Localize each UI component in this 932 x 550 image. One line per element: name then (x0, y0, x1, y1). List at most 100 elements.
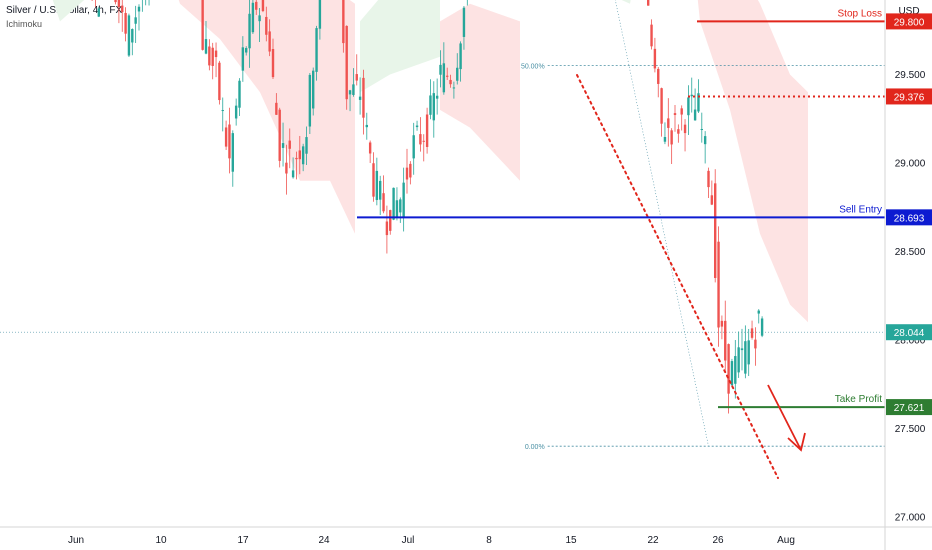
candle-body (278, 109, 281, 161)
candle-body (208, 46, 211, 66)
candle-body (462, 7, 466, 37)
candle-body (121, 5, 124, 13)
candle-body (415, 125, 419, 128)
candle-body (372, 163, 375, 197)
candle-body (218, 62, 221, 101)
candle-body (670, 130, 673, 145)
candle-body (714, 183, 717, 278)
time-tick-label: Aug (777, 535, 795, 546)
candle-body (429, 95, 432, 115)
candle-body (389, 210, 392, 231)
ichimoku-cloud-bear-2 (440, 3, 520, 181)
candle-body (258, 15, 261, 22)
candle-body (747, 340, 750, 365)
candle-body (348, 90, 352, 95)
candle-body (265, 16, 268, 35)
price-tag-label: 29.376 (894, 92, 925, 103)
candle-body (724, 320, 727, 361)
candle-body (422, 140, 425, 142)
candle-body (707, 170, 710, 188)
candle-body (305, 137, 308, 154)
time-tick-label: 17 (237, 535, 249, 546)
candle-body (261, 0, 265, 12)
candle-body (379, 180, 382, 200)
price-tag-box (886, 88, 932, 105)
price-tag-box (886, 324, 932, 341)
candle-body (288, 140, 291, 149)
candle-body (693, 109, 697, 121)
time-tick-label: 15 (565, 535, 577, 546)
candle-body (750, 328, 754, 338)
candle-body (124, 12, 127, 34)
projection-arrow-head (787, 432, 806, 452)
candle-body (730, 361, 734, 386)
candle-body (342, 0, 345, 44)
ichimoku-cloud-bull (52, 0, 85, 22)
candle-body (737, 347, 740, 373)
candle-body (355, 74, 358, 81)
projection-arrow-shaft (767, 384, 802, 451)
candle-body (680, 108, 683, 115)
ichimoku-cloud-bull-2 (360, 0, 440, 93)
time-tick-label: 10 (155, 535, 167, 546)
candle-body (228, 124, 231, 159)
candle-body (425, 114, 429, 147)
candle-body (760, 318, 764, 336)
candle-body (134, 17, 137, 24)
candle-body (97, 8, 100, 17)
candle-body (137, 6, 141, 12)
candle-body (255, 1, 258, 10)
take-profit-label: Take Profit (835, 394, 882, 405)
candle-body (399, 199, 402, 213)
candle-body (248, 13, 251, 49)
price-tag-box (886, 399, 932, 416)
candle-body (710, 195, 714, 205)
candle-body (459, 43, 462, 70)
candle-body (204, 39, 208, 54)
candle-body (452, 87, 456, 89)
sell-entry-label: Sell Entry (839, 204, 882, 215)
candle-body (683, 124, 687, 134)
price-tag-label: 28.044 (894, 328, 925, 339)
candle-body (754, 339, 757, 349)
candle-body (653, 48, 657, 69)
price-tag-label: 27.621 (894, 403, 925, 414)
candle-body (318, 0, 322, 29)
candle-body (375, 170, 379, 201)
ichimoku-cloud-bear-3 (697, 0, 808, 323)
candle-body (435, 95, 439, 99)
candle-body (687, 97, 690, 116)
candle-body (385, 221, 389, 236)
price-tag-label: 29.800 (894, 17, 925, 28)
candle-body (368, 142, 372, 154)
candle-body (268, 31, 271, 52)
candle-body (456, 67, 459, 81)
candle-body (241, 47, 245, 71)
candle-body (201, 0, 204, 50)
price-tick-label: 28.500 (895, 247, 926, 258)
price-tag-box (886, 13, 932, 30)
fib-trend-line (615, 0, 709, 447)
candle-body (677, 129, 680, 134)
candle-body (301, 146, 305, 165)
candle-body (717, 241, 720, 328)
price-tag-box (886, 209, 932, 226)
candle-body (211, 47, 214, 66)
candle-body (382, 193, 385, 212)
candle-body (285, 162, 288, 174)
candle-body (690, 94, 693, 97)
candle-body (720, 320, 724, 327)
time-tick-label: 8 (486, 535, 492, 546)
candle-body (271, 49, 275, 78)
candle-body (442, 63, 446, 93)
candle-body (275, 102, 278, 115)
candle-body (744, 341, 747, 374)
candle-body (663, 137, 667, 142)
candle-body (402, 182, 405, 217)
candle-body (650, 24, 653, 47)
candle-body (657, 68, 660, 84)
time-tick-label: 22 (647, 535, 659, 546)
candle-body (362, 77, 365, 118)
stop-loss-label: Stop Loss (838, 8, 882, 19)
